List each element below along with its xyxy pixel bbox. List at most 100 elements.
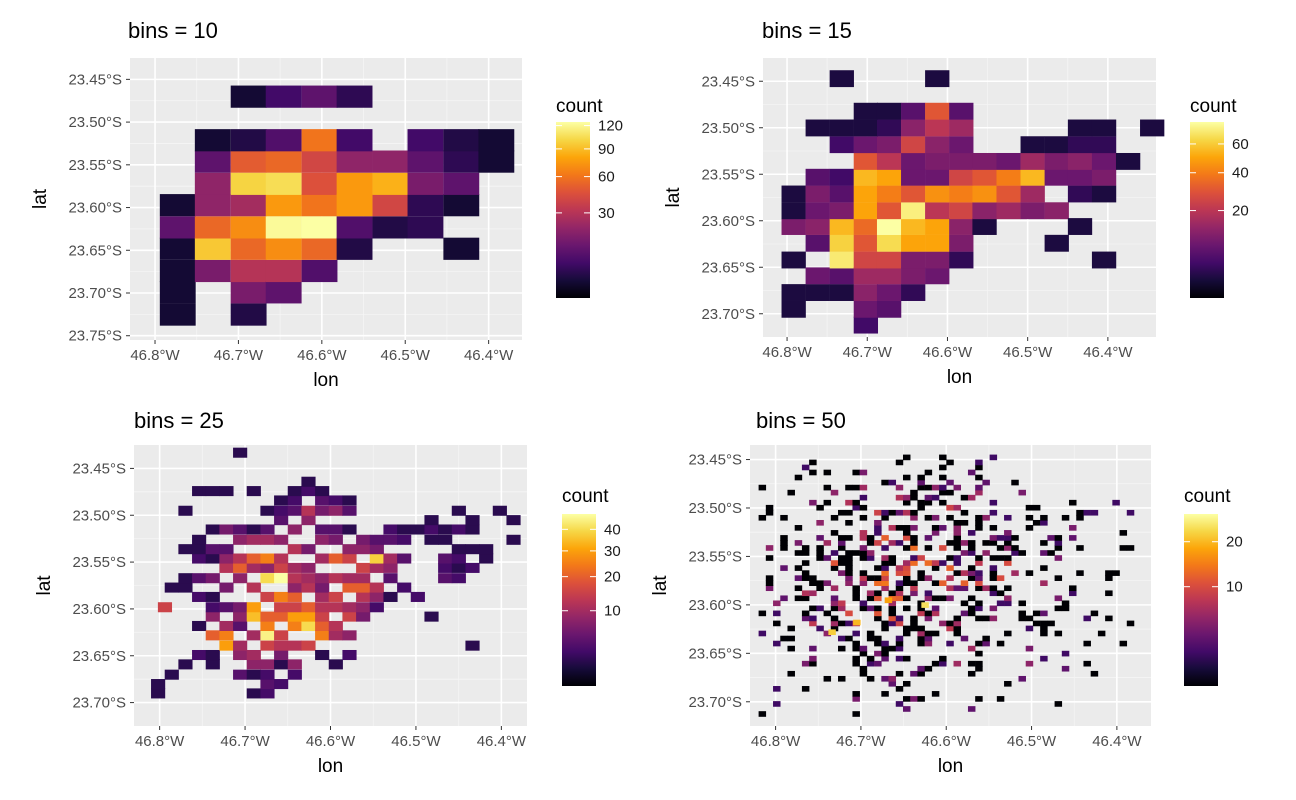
x-tick-label: 46.6°W [297,347,347,364]
color-legend: count 10 20 30 40 [562,486,621,686]
heatmap-cell [246,630,261,641]
heatmap-cell [246,582,261,593]
heatmap-cell [881,555,889,561]
heatmap-cell [852,691,860,697]
heatmap-cell [1054,701,1063,707]
heatmap-cell [852,585,860,592]
heatmap-cell [939,484,947,491]
heatmap-cell [205,611,220,622]
heatmap-cell [946,595,954,602]
heatmap-cell [953,535,961,541]
x-tick-label: 46.7°W [843,344,893,361]
heatmap-cell [917,570,925,576]
heatmap-cell [902,530,911,536]
heatmap-cell [301,259,338,283]
heatmap-cell [888,525,897,531]
heatmap-cell [342,573,357,584]
heatmap-cell [838,535,846,541]
heatmap-cell [845,575,853,581]
heatmap-cell [194,259,231,283]
heatmap-cell [315,582,330,593]
heatmap-cell [989,499,998,506]
heatmap-cell [1025,525,1034,531]
heatmap-cell [1018,550,1026,556]
heatmap-cell [407,216,444,239]
heatmap-cell [845,610,853,617]
heatmap-cell [881,479,889,486]
heatmap-cell [866,605,875,612]
heatmap-cell [758,484,767,491]
heatmap-cell [424,534,439,545]
heatmap-cell [315,495,330,506]
heatmap-cell [866,635,875,642]
heatmap-cell [219,582,234,593]
heatmap-cell [829,251,854,269]
heatmap-cell [260,562,275,573]
heatmap-cell [852,504,860,511]
heatmap-cell [874,605,882,612]
heatmap-cell [924,665,933,672]
heatmap-cell [451,573,466,584]
heatmap-cell [972,185,997,203]
heatmap-cell [159,237,196,260]
heatmap-cell [1054,535,1063,541]
y-tick-label: 23.55°S [701,166,755,183]
heatmap-cell [866,655,875,662]
heatmap-cell [989,454,998,461]
heatmap-cell [830,530,839,536]
heatmap-cell [372,216,409,239]
heatmap-cell [953,555,961,561]
heatmap-cell [917,600,925,607]
heatmap-cell [194,194,231,217]
heatmap-cell [902,454,911,461]
heatmap-cell [274,562,289,573]
heatmap-cell [975,519,983,526]
y-tick-label: 23.45°S [701,73,755,90]
heatmap-cell [506,515,521,526]
heatmap-cell [781,185,806,203]
heatmap-cell [925,70,950,88]
heatmap-cell [967,540,976,546]
heatmap-cell [902,625,911,632]
heatmap-cell [925,136,950,154]
heatmap-cell [1083,640,1091,647]
heatmap-cell [989,605,998,612]
y-axis-label: lat [30,188,51,209]
heatmap-cell [260,591,275,602]
heatmap-cell [410,591,425,602]
heatmap-cell [1083,660,1091,667]
legend-title: count [1190,96,1237,117]
heatmap-cell [960,600,969,607]
heatmap-cell [874,540,882,546]
x-tick-label: 46.4°W [1092,733,1142,750]
heatmap-cell [895,590,904,597]
heatmap-cell [881,645,889,652]
legend-title: count [556,96,603,117]
heatmap-cell [830,595,839,602]
heatmap-cell [895,459,904,466]
heatmap-cell [917,499,925,506]
heatmap-cell [888,605,897,612]
heatmap-cell [939,464,947,471]
heatmap-cell [901,284,926,301]
heatmap-cell [301,476,316,487]
heatmap-cell [939,560,947,566]
heatmap-cell [805,284,830,301]
heatmap-cell [876,185,902,203]
heatmap-cell [838,675,846,682]
heatmap-cell [233,524,248,535]
heatmap-cell [265,216,302,239]
heatmap-cell [1025,625,1034,632]
heatmap-cell [246,486,261,497]
heatmap-cell [805,202,830,220]
heatmap-cell [219,630,234,641]
heatmap-cell [876,218,902,235]
y-tick-label: 23.45°S [68,71,122,88]
heatmap-cell [301,194,338,217]
heatmap-cell [451,553,466,564]
heatmap-cell [910,590,918,597]
heatmap-cell [246,524,261,535]
heatmap-cell [794,595,803,602]
heatmap-cell [901,119,926,137]
heatmap-cell [246,553,261,564]
